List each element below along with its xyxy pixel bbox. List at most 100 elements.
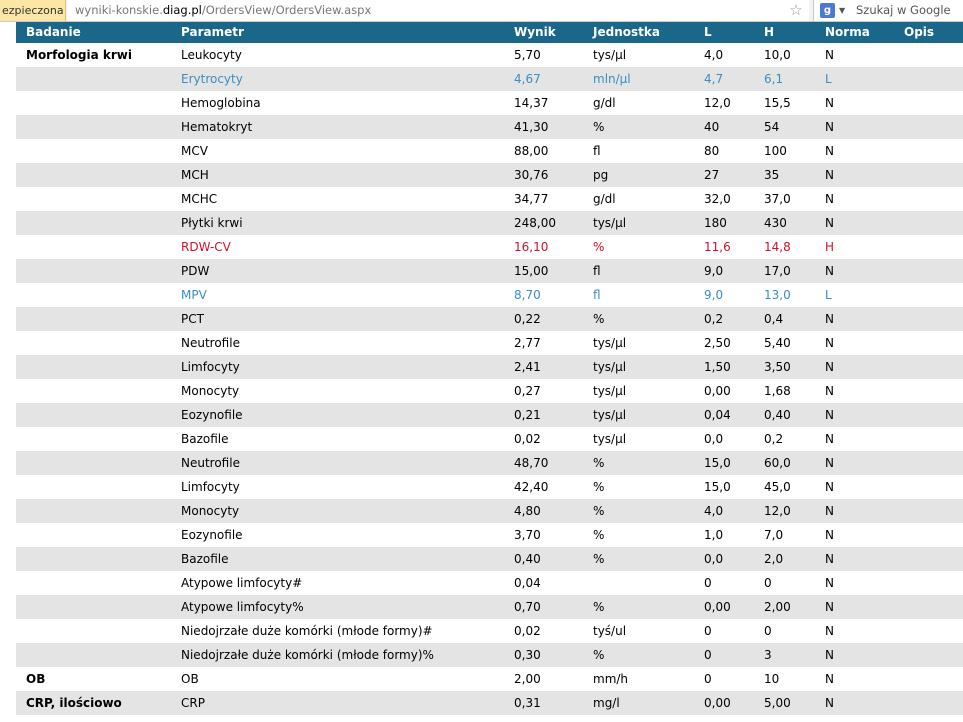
cell-parametr: Eozynofile [181, 528, 243, 542]
cell-l: 0 [704, 648, 712, 662]
cell-norma: N [825, 120, 834, 134]
cell-parametr: Niedojrzałe duże komórki (młode formy)# [181, 624, 433, 638]
cell-parametr: PCT [181, 312, 204, 326]
cell-h: 5,40 [764, 336, 791, 350]
header-opis: Opis [904, 25, 935, 39]
cell-wynik: 14,37 [514, 96, 549, 110]
cell-jednostka: fl [593, 144, 601, 158]
cell-jednostka: % [593, 648, 605, 662]
browser-toolbar: ezpieczona wyniki-konskie.diag.pl/Orders… [0, 0, 963, 22]
cell-jednostka: pg [593, 168, 609, 182]
search-box[interactable]: g ▼ Szukaj w Google [813, 0, 963, 21]
cell-parametr: Hemoglobina [181, 96, 261, 110]
cell-badanie: CRP, ilościowo [26, 696, 122, 710]
table-row: Hemoglobina 14,37 g/dl 12,0 15,5 N [16, 91, 963, 115]
table-row: Morfologia krwi Leukocyty 5,70 tys/µl 4,0 10,… [16, 43, 963, 67]
security-badge[interactable]: ezpieczona [0, 0, 66, 21]
cell-l: 15,0 [704, 480, 731, 494]
cell-wynik: 0,40 [514, 552, 541, 566]
cell-norma: N [825, 624, 834, 638]
cell-h: 3,50 [764, 360, 791, 374]
cell-wynik: 0,30 [514, 648, 541, 662]
cell-jednostka: mg/l [593, 696, 620, 710]
cell-h: 430 [764, 216, 787, 230]
table-row: Limfocyty 42,40% 15,0 45,0 N [16, 475, 963, 499]
table-row: Limfocyty 2,41 tys/µl 1,50 3,50 N [16, 355, 963, 379]
cell-norma: N [825, 384, 834, 398]
cell-h: 10 [764, 672, 780, 686]
cell-norma: N [825, 480, 834, 494]
cell-h: 5,00 [764, 696, 791, 710]
cell-l: 80 [704, 144, 720, 158]
cell-norma: N [825, 216, 834, 230]
table-row: PCT 0,22% 0,2 0,4 N [16, 307, 963, 331]
cell-parametr: Monocyty [181, 384, 240, 398]
cell-jednostka: fl [593, 288, 601, 302]
cell-h: 15,5 [764, 96, 791, 110]
cell-wynik: 3,70 [514, 528, 541, 542]
cell-norma: N [825, 456, 834, 470]
cell-wynik: 88,00 [514, 144, 549, 158]
google-icon[interactable]: g [820, 3, 835, 18]
header-badanie: Badanie [26, 25, 81, 39]
cell-parametr: Atypowe limfocyty# [181, 576, 303, 590]
cell-wynik: 2,00 [514, 672, 541, 686]
cell-parametr: MCHC [181, 192, 218, 206]
cell-jednostka: fl [593, 264, 601, 278]
search-placeholder: Szukaj w Google [856, 3, 951, 17]
cell-parametr: Eozynofile [181, 408, 243, 422]
cell-wynik: 0,27 [514, 384, 541, 398]
cell-parametr: Monocyty [181, 504, 240, 518]
table-row: OB OB 2,00 mm/h 0 10 N [16, 667, 963, 691]
cell-norma: N [825, 672, 834, 686]
cell-norma: N [825, 264, 834, 278]
cell-parametr: Hematokryt [181, 120, 253, 134]
cell-h: 7,0 [764, 528, 784, 542]
cell-l: 0,2 [704, 312, 724, 326]
cell-h: 14,8 [764, 240, 791, 254]
cell-h: 0,40 [764, 408, 791, 422]
cell-l: 0 [704, 672, 712, 686]
cell-h: 0 [764, 624, 772, 638]
cell-parametr: Erytrocyty [181, 72, 243, 86]
cell-norma: N [825, 552, 834, 566]
cell-parametr: Płytki krwi [181, 216, 243, 230]
cell-parametr: MCH [181, 168, 209, 182]
cell-h: 2,0 [764, 552, 784, 566]
cell-wynik: 4,67 [514, 72, 541, 86]
cell-wynik: 4,80 [514, 504, 541, 518]
cell-l: 15,0 [704, 456, 731, 470]
cell-norma: L [825, 72, 832, 86]
cell-wynik: 2,77 [514, 336, 541, 350]
address-bar[interactable]: wyniki-konskie.diag.pl/OrdersView/Orders… [67, 0, 809, 21]
cell-norma: N [825, 432, 834, 446]
url-prefix: wyniki-konskie. [75, 3, 163, 17]
cell-norma: N [825, 312, 834, 326]
cell-parametr: OB [181, 672, 199, 686]
table-body: Morfologia krwi Leukocyty 5,70 tys/µl 4,0 10,… [16, 43, 963, 715]
cell-jednostka: % [593, 120, 605, 134]
cell-h: 17,0 [764, 264, 791, 278]
table-row: Niedojrzałe duże komórki (młode formy)# 0… [16, 619, 963, 643]
cell-norma: N [825, 600, 834, 614]
cell-parametr: Bazofile [181, 432, 229, 446]
table-row: Atypowe limfocyty% 0,70% 0,00 2,00 N [16, 595, 963, 619]
star-icon[interactable]: ☆ [789, 1, 803, 19]
cell-wynik: 5,70 [514, 48, 541, 62]
cell-parametr: Neutrofile [181, 456, 240, 470]
cell-wynik: 48,70 [514, 456, 549, 470]
table-row: Eozynofile 0,21 tys/µl 0,04 0,40 N [16, 403, 963, 427]
cell-wynik: 41,30 [514, 120, 549, 134]
cell-h: 12,0 [764, 504, 791, 518]
cell-wynik: 0,02 [514, 624, 541, 638]
table-row: PDW 15,00 fl 9,0 17,0 N [16, 259, 963, 283]
cell-jednostka: g/dl [593, 192, 616, 206]
table-row: Atypowe limfocyty# 0,04 0 0 N [16, 571, 963, 595]
cell-jednostka: % [593, 480, 605, 494]
cell-parametr: Limfocyty [181, 360, 240, 374]
cell-h: 60,0 [764, 456, 791, 470]
cell-parametr: Niedojrzałe duże komórki (młode formy)% [181, 648, 434, 662]
cell-parametr: MCV [181, 144, 208, 158]
chevron-down-icon[interactable]: ▼ [839, 6, 846, 15]
cell-wynik: 34,77 [514, 192, 549, 206]
